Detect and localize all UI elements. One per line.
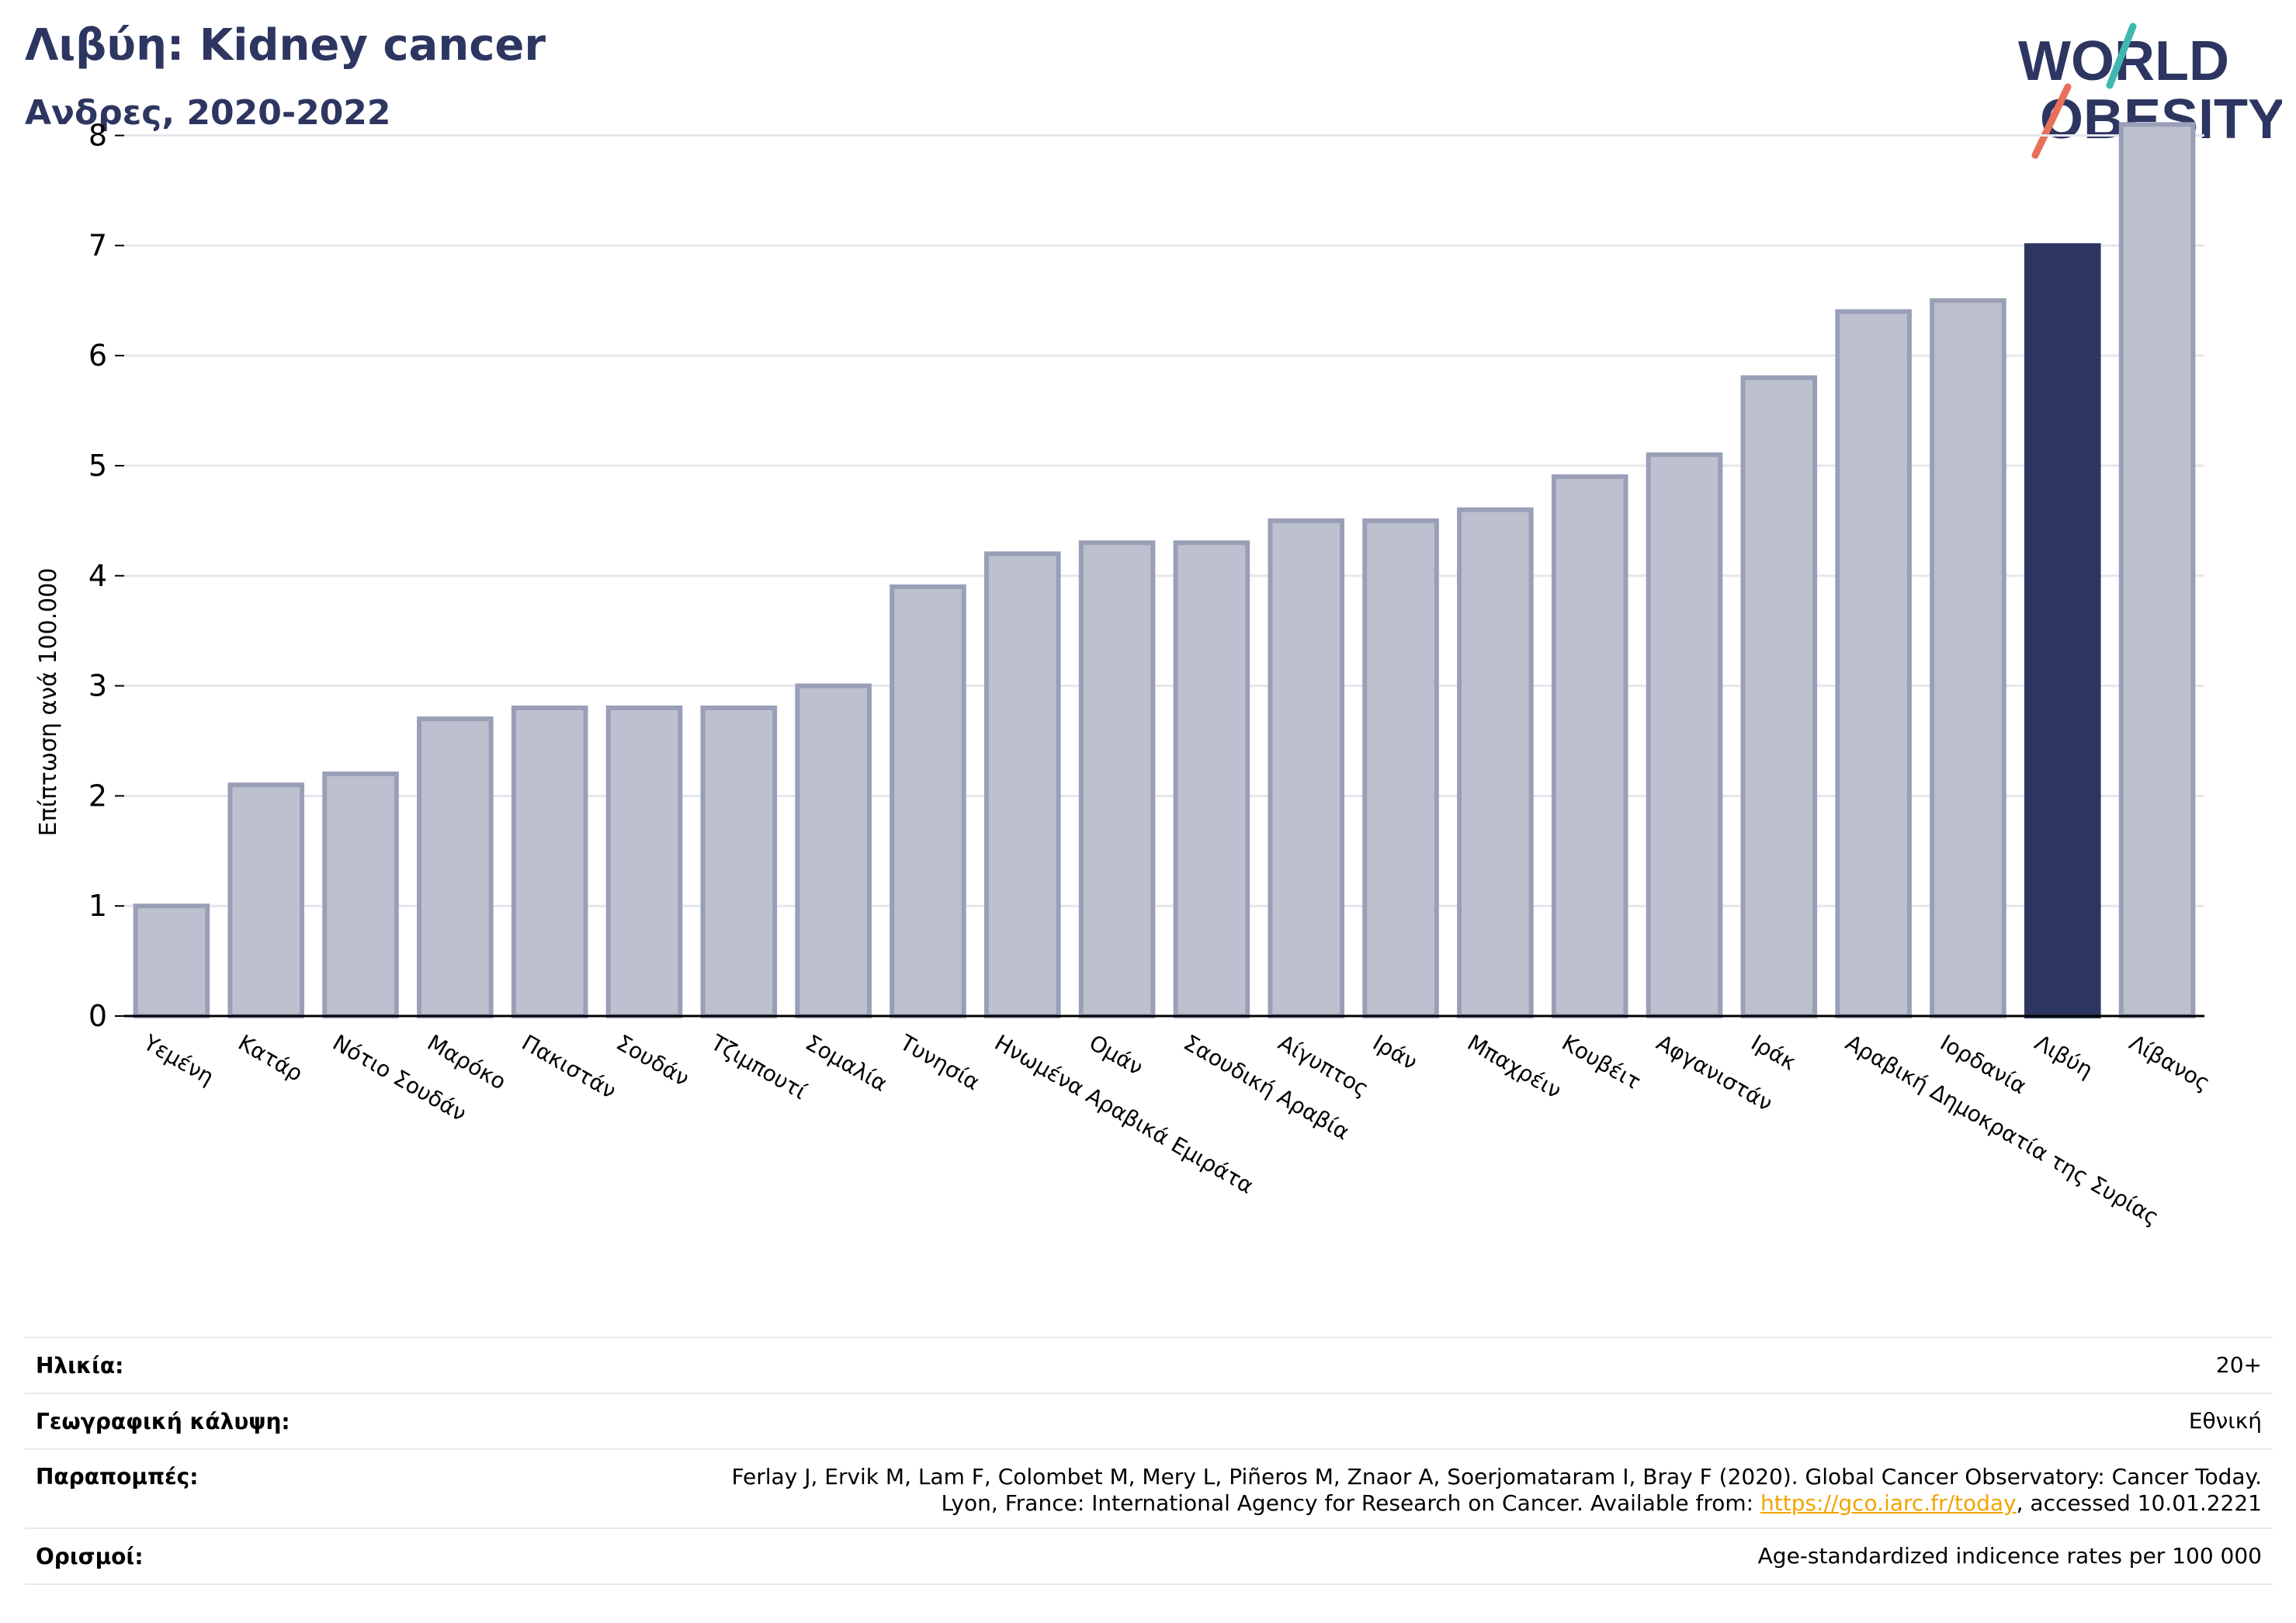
- bar-chart: 0 1 2 3 4 5 6 7 8 Επίπτωση ανά 100.000 Υεμένη Κατάρ…: [35, 119, 2214, 1231]
- coverage-label: Γεωγραφική κάλυψη:: [36, 1408, 290, 1434]
- bar: [417, 716, 494, 1018]
- y-tick-label: 4: [88, 559, 107, 593]
- bar: [983, 551, 1061, 1018]
- x-tick-label: Ομάν: [1085, 1029, 1148, 1080]
- refs-text: Ferlay J, Ervik M, Lam F, Colombet M, Me…: [731, 1464, 2262, 1517]
- y-tick-label: 7: [88, 228, 107, 262]
- refs-line1: Ferlay J, Ervik M, Lam F, Colombet M, Me…: [731, 1464, 2262, 1489]
- defs-label: Ορισμοί:: [36, 1543, 144, 1569]
- x-tick-label: Σουδάν: [612, 1029, 694, 1091]
- x-tick-label: Τυνησία: [895, 1029, 984, 1095]
- bar: [1268, 518, 1345, 1018]
- y-tick-label: 2: [88, 779, 107, 813]
- refs-line2-pre: Lyon, France: International Agency for R…: [941, 1490, 1760, 1516]
- bar: [1173, 540, 1250, 1018]
- x-tick-label: Ιράν: [1368, 1029, 1422, 1075]
- age-label: Ηλικία:: [36, 1352, 124, 1379]
- bar: [511, 705, 588, 1018]
- footer-row-coverage: Γεωγραφική κάλυψη: Εθνική: [25, 1392, 2273, 1448]
- refs-label: Παραπομπές:: [36, 1464, 199, 1489]
- x-tick-label: Τζιμπουτί: [706, 1029, 811, 1105]
- y-tick-label: 1: [88, 889, 107, 923]
- x-tick-label: Κουβέιτ: [1558, 1029, 1646, 1094]
- chart-subtitle: Ανδρες, 2020-2022: [25, 93, 391, 133]
- bar: [1930, 298, 2006, 1019]
- bar: [2118, 122, 2196, 1018]
- refs-line2-post: , accessed 10.01.2221: [2016, 1490, 2262, 1516]
- bar: [1078, 540, 1156, 1018]
- bar: [605, 705, 683, 1018]
- x-tick-label: Σαουδική Αραβία: [1179, 1029, 1354, 1145]
- x-tick-label: Λιβύη: [2031, 1029, 2097, 1083]
- age-value: 20+: [2215, 1352, 2262, 1378]
- x-tick-label: Κατάρ: [234, 1029, 307, 1087]
- bar: [795, 683, 872, 1018]
- y-axis-label: Επίπτωση ανά 100.000: [35, 568, 62, 837]
- chart-title: Λιβύη: Kidney cancer: [25, 20, 546, 71]
- y-tick-label: 5: [88, 449, 107, 483]
- logo-slash-coral: [2031, 83, 2072, 159]
- bar: [133, 903, 210, 1018]
- bar: [1362, 518, 1439, 1018]
- x-tick-label: Μπαχρέιν: [1463, 1029, 1566, 1103]
- bar: [1457, 507, 1534, 1018]
- defs-value: Age-standardized indicence rates per 100…: [1757, 1543, 2262, 1569]
- y-tick-label: 6: [88, 338, 107, 373]
- footer-table: Ηλικία: 20+ Γεωγραφική κάλυψη: Εθνική Πα…: [25, 1337, 2273, 1585]
- bar: [1835, 309, 1912, 1019]
- footer-row-defs: Ορισμοί: Age-standardized indicence rate…: [25, 1528, 2273, 1585]
- bar: [890, 584, 966, 1018]
- coverage-value: Εθνική: [2188, 1408, 2262, 1434]
- y-tick-label: 0: [88, 999, 107, 1033]
- x-tick-label: Υεμένη: [139, 1029, 219, 1090]
- bar: [227, 782, 305, 1018]
- footer-row-refs: Παραπομπές: Ferlay J, Ervik M, Lam F, Co…: [25, 1448, 2273, 1528]
- refs-link[interactable]: https://gco.iarc.fr/today: [1760, 1490, 2017, 1516]
- y-tick-label: 3: [88, 669, 107, 703]
- x-tick-label: Ιράκ: [1746, 1029, 1800, 1075]
- logo-slash-teal: [2106, 23, 2137, 89]
- y-tick-label: 8: [88, 119, 107, 153]
- bar: [2024, 243, 2101, 1018]
- x-tick-label: Αραβική Δημοκρατία της Συρίας: [1841, 1029, 2163, 1230]
- bar: [700, 705, 778, 1018]
- bar: [1646, 452, 1723, 1018]
- bar: [1551, 474, 1628, 1018]
- bar: [1740, 375, 1818, 1018]
- x-tick-label: Πακιστάν: [518, 1029, 621, 1104]
- footer-row-age: Ηλικία: 20+: [25, 1337, 2273, 1392]
- x-tick-label: Σομαλία: [801, 1029, 892, 1096]
- x-tick-label: Λίβανος: [2125, 1029, 2214, 1096]
- world-obesity-logo: WORLD OBESITY: [2018, 23, 2282, 159]
- bar: [322, 772, 399, 1018]
